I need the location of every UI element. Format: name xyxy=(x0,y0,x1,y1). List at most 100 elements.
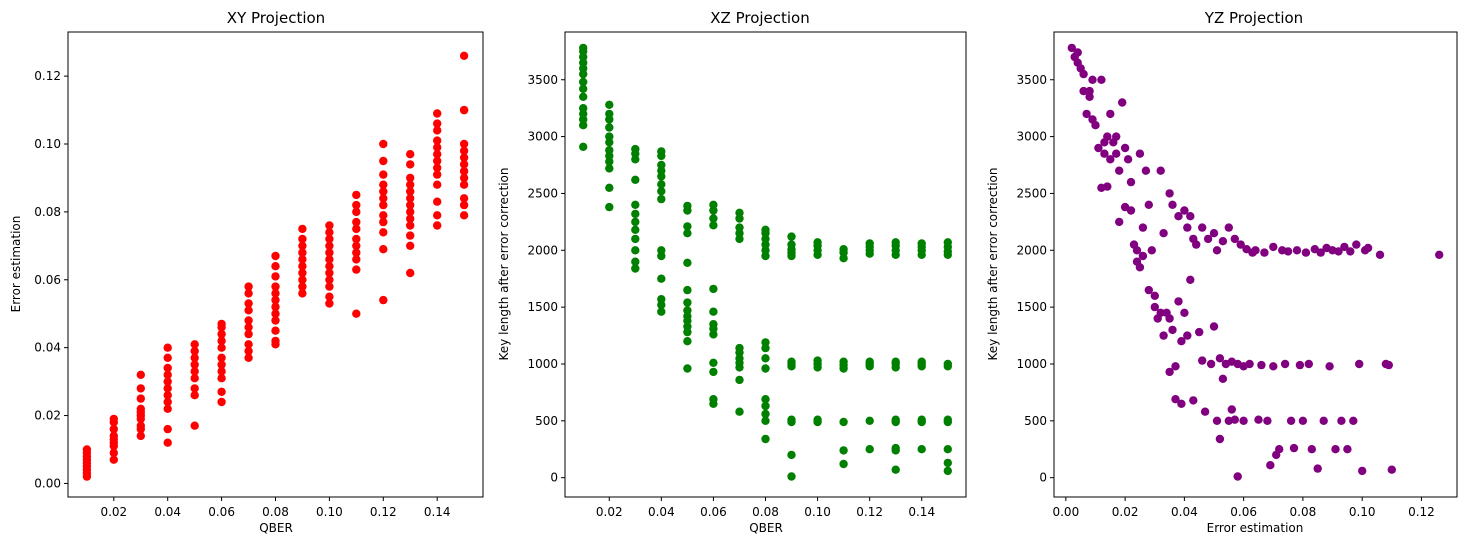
xz-y-tick-label: 0 xyxy=(550,471,558,485)
xy-point xyxy=(163,377,172,386)
xz-point xyxy=(631,246,640,255)
xz-point xyxy=(865,357,874,366)
yz-x-tick-label: 0.00 xyxy=(1052,505,1079,519)
xy-point xyxy=(433,109,442,118)
yz-point xyxy=(1384,360,1394,370)
xy-point xyxy=(352,200,361,210)
yz-point xyxy=(1168,325,1177,335)
xy-point xyxy=(163,363,172,373)
xy-point xyxy=(136,404,145,413)
yz-point xyxy=(1097,75,1106,85)
xy-point xyxy=(325,275,334,284)
xz-point xyxy=(917,239,926,248)
xz-point xyxy=(631,225,640,234)
xy-point xyxy=(109,448,119,458)
yz-point xyxy=(1198,223,1207,232)
xy-x-tick-label: 0.06 xyxy=(208,505,235,519)
yz-point xyxy=(1174,212,1183,221)
yz-point xyxy=(1079,69,1088,79)
xy-point xyxy=(298,275,307,284)
xy-y-ticks: 0.00 0.02 0.04 0.06 0.08 0.10 0.12 xyxy=(34,69,68,490)
xz-point xyxy=(709,395,718,404)
xy-point xyxy=(433,119,442,128)
xy-point xyxy=(136,431,145,441)
yz-y-tick-label: 3500 xyxy=(1016,73,1047,87)
xz-point xyxy=(735,223,744,232)
xz-x-tick-label: 0.06 xyxy=(700,505,727,519)
xz-point xyxy=(579,142,588,151)
xz-point xyxy=(605,183,614,192)
xy-point xyxy=(217,329,226,339)
xy-point xyxy=(271,272,280,281)
xy-y-axis-label: Error estimation xyxy=(9,216,23,313)
xy-point xyxy=(109,431,119,441)
yz-point xyxy=(1260,248,1269,257)
xy-point xyxy=(406,268,415,278)
xy-point xyxy=(244,323,253,332)
xz-point xyxy=(787,240,796,249)
xy-point xyxy=(406,187,415,196)
yz-point xyxy=(1073,48,1082,57)
xy-point xyxy=(190,367,199,376)
yz-point xyxy=(1363,243,1373,253)
xy-point xyxy=(459,153,469,162)
xz-point xyxy=(683,285,692,295)
xy-point xyxy=(136,370,145,379)
xz-point xyxy=(787,357,796,366)
yz-point xyxy=(1263,416,1272,425)
xz-point xyxy=(891,415,900,424)
xy-point xyxy=(433,136,442,145)
xy-point xyxy=(406,221,415,230)
yz-point xyxy=(1206,359,1216,369)
xy-point xyxy=(298,262,307,271)
xy-points xyxy=(82,51,469,481)
xy-point xyxy=(433,180,442,189)
xz-point xyxy=(657,160,666,170)
xz-point xyxy=(709,221,718,230)
xy-point xyxy=(163,384,172,393)
yz-point xyxy=(1254,415,1263,424)
xy-point xyxy=(433,143,442,152)
xy-point xyxy=(217,360,226,369)
yz-point xyxy=(1186,275,1195,284)
xy-x-tick-label: 0.14 xyxy=(424,505,451,519)
xy-y-tick-label: 0.10 xyxy=(34,137,61,151)
xy-point xyxy=(406,200,415,210)
xz-point xyxy=(943,415,952,424)
xy-point xyxy=(163,353,172,362)
xz-y-tick-label: 1000 xyxy=(527,357,558,371)
xy-point xyxy=(244,340,253,349)
xy-point xyxy=(217,397,226,407)
xy-point xyxy=(163,343,172,352)
xz-projection-plot: XZ Projection 0.02 0.04 0.06 0.08 0.10 0.12 0.… xyxy=(497,9,967,535)
yz-point xyxy=(1233,472,1242,481)
yz-point xyxy=(1183,331,1192,340)
xy-x-tick-label: 0.10 xyxy=(316,505,343,519)
yz-point xyxy=(1186,212,1195,221)
yz-point xyxy=(1251,246,1260,255)
yz-x-tick-label: 0.04 xyxy=(1171,505,1198,519)
yz-point xyxy=(1135,149,1145,158)
xz-point xyxy=(605,100,614,110)
yz-y-axis-label: Key length after error correction xyxy=(986,167,1000,360)
xz-point xyxy=(943,466,952,476)
yz-point xyxy=(1192,240,1201,249)
xy-point xyxy=(298,255,307,264)
xy-point xyxy=(433,170,442,179)
xy-x-tick-label: 0.02 xyxy=(100,505,127,519)
xy-point xyxy=(163,370,172,379)
yz-point xyxy=(1301,248,1311,257)
xy-point xyxy=(352,241,361,250)
xy-point xyxy=(163,438,172,447)
xz-point xyxy=(657,295,666,304)
xz-point xyxy=(683,258,692,267)
xz-point xyxy=(683,306,692,315)
xz-point xyxy=(917,445,926,454)
yz-point xyxy=(1227,405,1237,414)
xy-x-tick-label: 0.12 xyxy=(370,505,397,519)
yz-point xyxy=(1094,143,1103,153)
yz-point xyxy=(1156,166,1165,175)
xz-point xyxy=(657,274,666,283)
xz-y-tick-label: 500 xyxy=(535,414,558,428)
